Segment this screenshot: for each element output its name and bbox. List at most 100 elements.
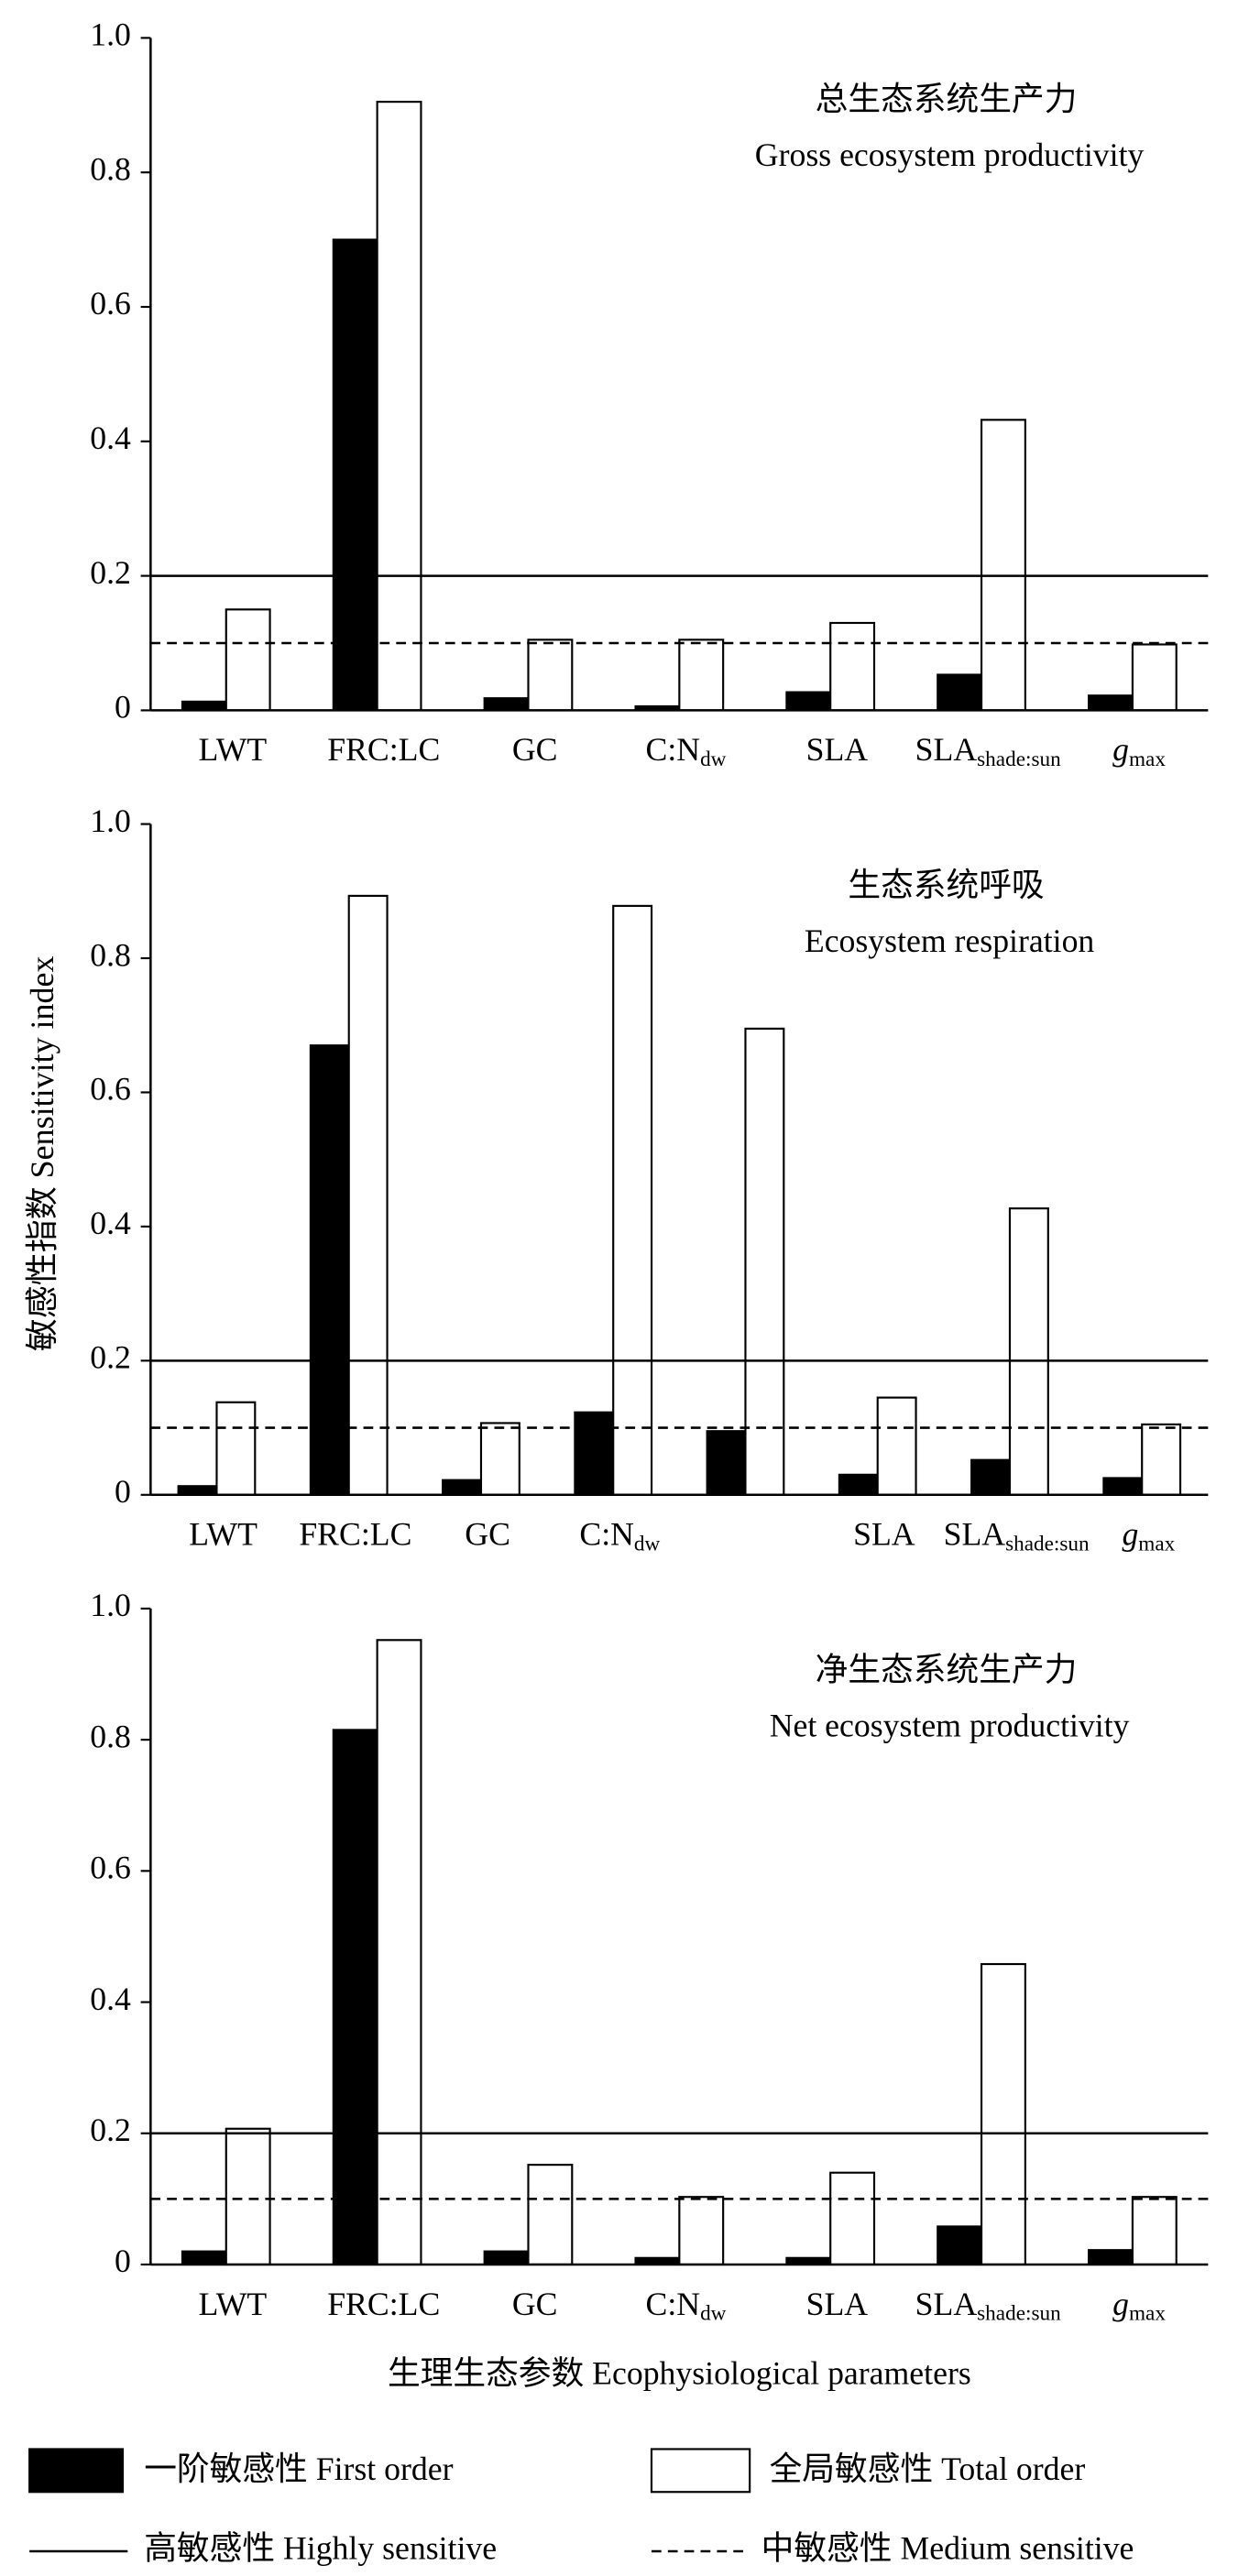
x-tick-label: LWT bbox=[189, 1516, 257, 1553]
category-name: g bbox=[1112, 731, 1129, 768]
y-tick-label: 1.0 bbox=[90, 1587, 131, 1623]
bar bbox=[744, 1027, 785, 1496]
y-axis-label: 敏感性指数 Sensitivity index bbox=[24, 955, 60, 1351]
category-subscript: dw bbox=[700, 2302, 727, 2326]
y-tick-label: 0.4 bbox=[90, 1981, 131, 2017]
x-axis-label: 生理生态参数 Ecophysiological parameters bbox=[388, 2354, 971, 2391]
x-tick-label: GC bbox=[512, 731, 558, 768]
x-tick-label: SLA bbox=[806, 731, 869, 768]
x-tick-label: SLAshade:sun bbox=[915, 731, 1061, 771]
bar bbox=[706, 1430, 747, 1496]
x-tick-label: SLA bbox=[853, 1516, 915, 1553]
bar bbox=[332, 238, 378, 712]
bar bbox=[1088, 2249, 1134, 2266]
category-name: GC bbox=[465, 1516, 510, 1553]
y-tick-label: 0 bbox=[115, 1473, 131, 1510]
category-name: FRC:LC bbox=[299, 1516, 411, 1553]
y-tick-label: 0.6 bbox=[90, 1849, 131, 1885]
category-subscript: shade:sun bbox=[977, 2302, 1061, 2326]
category-name: SLA bbox=[915, 731, 978, 768]
x-tick-label: LWT bbox=[199, 731, 268, 768]
bar bbox=[1102, 1477, 1144, 1496]
category-name: SLA bbox=[853, 1516, 915, 1553]
y-tick-label: 0 bbox=[115, 689, 131, 726]
category-name: FRC:LC bbox=[327, 2286, 440, 2322]
bar bbox=[483, 697, 530, 712]
bar bbox=[876, 1396, 917, 1496]
y-tick-label: 0.2 bbox=[90, 2112, 131, 2148]
category-name: g bbox=[1112, 2286, 1129, 2322]
y-tick-label: 0.8 bbox=[90, 150, 131, 187]
category-subscript: shade:sun bbox=[1005, 1533, 1090, 1556]
y-tick-label: 1.0 bbox=[90, 16, 131, 53]
y-tick-label: 0.2 bbox=[90, 554, 131, 591]
bar bbox=[829, 2171, 876, 2266]
bar bbox=[937, 2225, 983, 2266]
chart-title: 总生态系统生产力 bbox=[816, 81, 1078, 117]
chart-subtitle: Ecosystem respiration bbox=[805, 922, 1094, 959]
legend-label: 高敏感性 Highly sensitive bbox=[144, 2529, 497, 2566]
category-subscript: shade:sun bbox=[977, 748, 1061, 771]
bar bbox=[347, 894, 389, 1496]
bar bbox=[309, 1044, 350, 1496]
chart-subtitle: Net ecosystem productivity bbox=[770, 1707, 1130, 1743]
x-tick-label: LWT bbox=[199, 2286, 268, 2322]
x-tick-label: C:Ndw bbox=[646, 2286, 727, 2326]
bar bbox=[1088, 694, 1134, 712]
legend-label: 一阶敏感性 First order bbox=[144, 2450, 453, 2487]
category-name: LWT bbox=[189, 1516, 257, 1553]
y-tick-label: 0.8 bbox=[90, 936, 131, 973]
x-tick-label: C:Ndw bbox=[646, 731, 727, 771]
bar bbox=[483, 2250, 530, 2266]
y-tick-label: 1.0 bbox=[90, 802, 131, 839]
x-tick-label: SLAshade:sun bbox=[915, 2286, 1061, 2326]
bar bbox=[1008, 1207, 1049, 1496]
category-name: SLA bbox=[806, 731, 869, 768]
bar bbox=[1131, 643, 1178, 712]
x-tick-label: FRC:LC bbox=[327, 731, 440, 768]
bar bbox=[332, 1729, 378, 2266]
bar bbox=[376, 101, 422, 712]
category-name: SLA bbox=[915, 2286, 978, 2322]
x-tick-label: FRC:LC bbox=[299, 1516, 411, 1553]
category-name: LWT bbox=[199, 2286, 268, 2322]
y-tick-label: 0.6 bbox=[90, 285, 131, 322]
bar bbox=[1141, 1423, 1182, 1496]
bar bbox=[970, 1458, 1012, 1496]
y-tick-label: 0.4 bbox=[90, 1205, 131, 1241]
category-name: GC bbox=[512, 731, 558, 768]
category-name: LWT bbox=[199, 731, 268, 768]
bar bbox=[937, 673, 983, 712]
category-subscript: dw bbox=[634, 1533, 661, 1556]
category-subscript: max bbox=[1138, 1533, 1175, 1556]
bar bbox=[678, 2196, 725, 2266]
chart-title: 净生态系统生产力 bbox=[816, 1651, 1078, 1687]
bar bbox=[612, 904, 653, 1496]
y-tick-label: 0.2 bbox=[90, 1338, 131, 1375]
chart-subtitle: Gross ecosystem productivity bbox=[755, 136, 1145, 173]
x-tick-label: SLAshade:sun bbox=[944, 1516, 1090, 1556]
y-tick-label: 0 bbox=[115, 2243, 131, 2279]
category-name: GC bbox=[512, 2286, 558, 2322]
x-tick-label: gmax bbox=[1112, 2286, 1166, 2326]
y-tick-label: 0.6 bbox=[90, 1071, 131, 1108]
bar bbox=[181, 2250, 227, 2266]
category-subscript: max bbox=[1129, 748, 1166, 771]
bar bbox=[181, 700, 227, 712]
bar bbox=[980, 419, 1026, 712]
category-subscript: max bbox=[1129, 2302, 1166, 2326]
category-name: C:N bbox=[646, 731, 701, 768]
x-tick-label: FRC:LC bbox=[327, 2286, 440, 2322]
x-tick-label: C:Ndw bbox=[579, 1516, 660, 1556]
category-subscript: dw bbox=[700, 748, 727, 771]
legend-label: 全局敏感性 Total order bbox=[770, 2450, 1086, 2487]
bar bbox=[527, 639, 574, 712]
x-tick-label: GC bbox=[465, 1516, 510, 1553]
bar bbox=[225, 2127, 271, 2266]
legend-label: 中敏感性 Medium sensitive bbox=[761, 2529, 1134, 2566]
bar bbox=[829, 621, 876, 712]
bar bbox=[527, 2164, 574, 2266]
bar bbox=[177, 1485, 218, 1496]
